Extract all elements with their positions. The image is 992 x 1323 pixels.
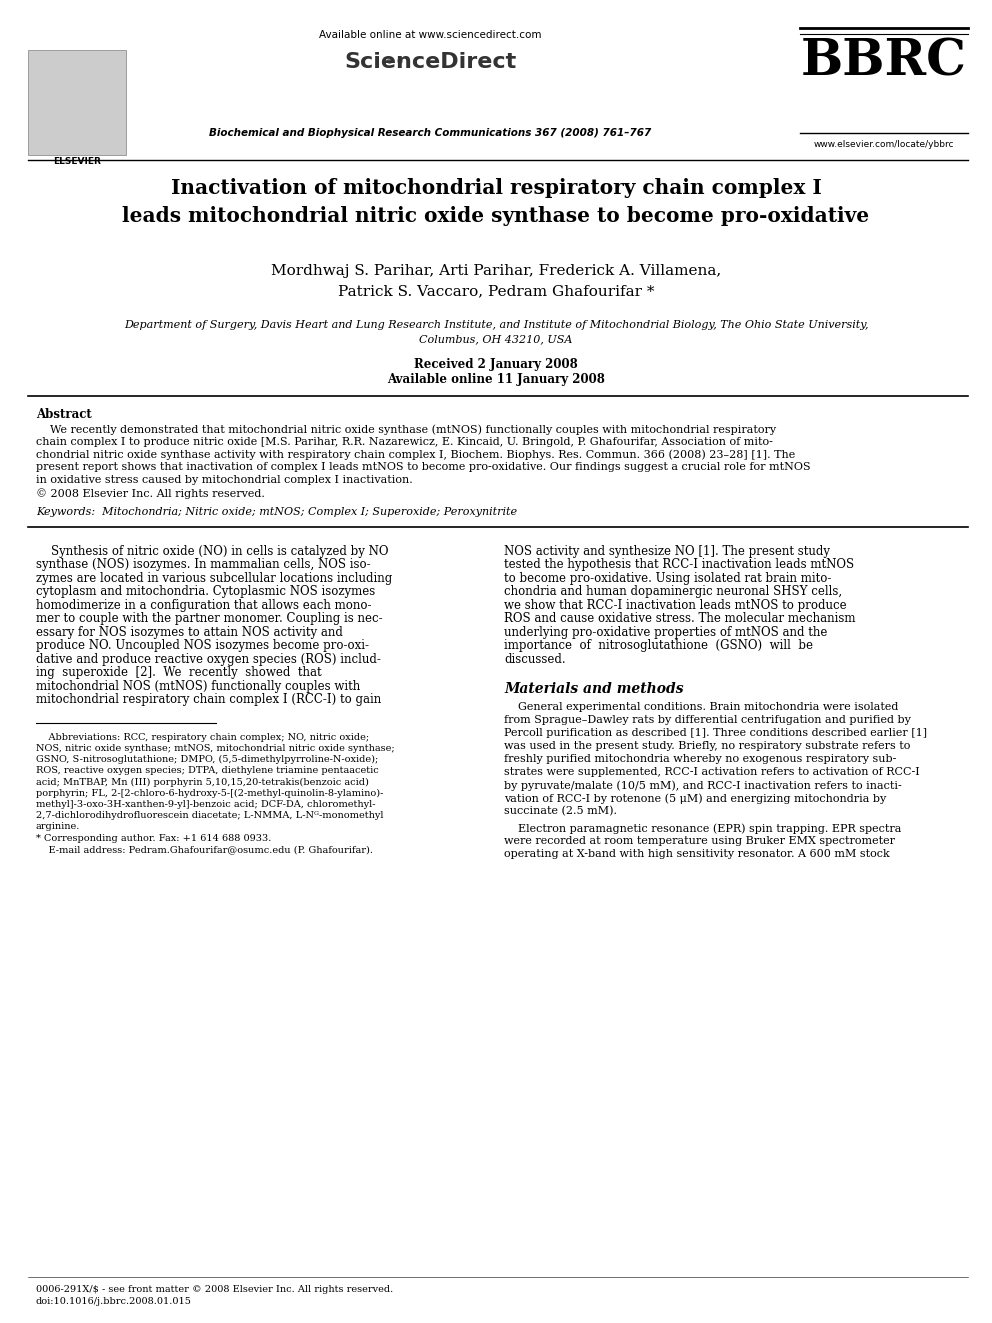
Text: Keywords:  Mitochondria; Nitric oxide; mtNOS; Complex I; Superoxide; Peroxynitri: Keywords: Mitochondria; Nitric oxide; mt… (36, 507, 517, 517)
Text: Synthesis of nitric oxide (NO) in cells is catalyzed by NO: Synthesis of nitric oxide (NO) in cells … (36, 545, 389, 558)
Text: synthase (NOS) isozymes. In mammalian cells, NOS iso-: synthase (NOS) isozymes. In mammalian ce… (36, 558, 371, 572)
Text: mer to couple with the partner monomer. Coupling is nec-: mer to couple with the partner monomer. … (36, 613, 383, 626)
Text: to become pro-oxidative. Using isolated rat brain mito-: to become pro-oxidative. Using isolated … (504, 572, 831, 585)
Text: Available online at www.sciencedirect.com: Available online at www.sciencedirect.co… (318, 30, 542, 40)
Text: Available online 11 January 2008: Available online 11 January 2008 (387, 373, 605, 386)
Text: Materials and methods: Materials and methods (504, 683, 683, 696)
Text: E-mail address: Pedram.Ghafourifar@osumc.edu (P. Ghafourifar).: E-mail address: Pedram.Ghafourifar@osumc… (36, 845, 373, 853)
Text: from Sprague–Dawley rats by differential centrifugation and purified by: from Sprague–Dawley rats by differential… (504, 716, 911, 725)
Text: We recently demonstrated that mitochondrial nitric oxide synthase (mtNOS) functi: We recently demonstrated that mitochondr… (36, 423, 776, 434)
Text: General experimental conditions. Brain mitochondria were isolated: General experimental conditions. Brain m… (504, 703, 899, 712)
Text: doi:10.1016/j.bbrc.2008.01.015: doi:10.1016/j.bbrc.2008.01.015 (36, 1297, 191, 1306)
Text: produce NO. Uncoupled NOS isozymes become pro-oxi-: produce NO. Uncoupled NOS isozymes becom… (36, 639, 369, 652)
Text: www.elsevier.com/locate/ybbrc: www.elsevier.com/locate/ybbrc (813, 140, 954, 149)
Text: porphyrin; FL, 2-[2-chloro-6-hydroxy-5-[(2-methyl-quinolin-8-ylamino)-: porphyrin; FL, 2-[2-chloro-6-hydroxy-5-[… (36, 789, 383, 798)
Text: Biochemical and Biophysical Research Communications 367 (2008) 761–767: Biochemical and Biophysical Research Com… (209, 128, 651, 138)
Text: in oxidative stress caused by mitochondrial complex I inactivation.: in oxidative stress caused by mitochondr… (36, 475, 413, 486)
Text: present report shows that inactivation of complex I leads mtNOS to become pro-ox: present report shows that inactivation o… (36, 463, 810, 472)
Text: GSNO, S-nitrosoglutathione; DMPO, (5,5-dimethylpyrroline-N-oxide);: GSNO, S-nitrosoglutathione; DMPO, (5,5-d… (36, 755, 378, 765)
Text: arginine.: arginine. (36, 823, 80, 831)
Text: by pyruvate/malate (10/5 mM), and RCC-I inactivation refers to inacti-: by pyruvate/malate (10/5 mM), and RCC-I … (504, 781, 902, 791)
Text: ing  superoxide  [2].  We  recently  showed  that: ing superoxide [2]. We recently showed t… (36, 667, 321, 679)
Text: chondrial nitric oxide synthase activity with respiratory chain complex I, Bioch: chondrial nitric oxide synthase activity… (36, 450, 796, 460)
Bar (28, 50, 126, 155)
Text: was used in the present study. Briefly, no respiratory substrate refers to: was used in the present study. Briefly, … (504, 741, 911, 751)
Text: Abstract: Abstract (36, 407, 91, 421)
Text: Mordhwaj S. Parihar, Arti Parihar, Frederick A. Villamena,
Patrick S. Vaccaro, P: Mordhwaj S. Parihar, Arti Parihar, Frede… (271, 265, 721, 299)
Text: strates were supplemented, RCC-I activation refers to activation of RCC-I: strates were supplemented, RCC-I activat… (504, 767, 920, 778)
Text: NOS, nitric oxide synthase; mtNOS, mitochondrial nitric oxide synthase;: NOS, nitric oxide synthase; mtNOS, mitoc… (36, 744, 395, 753)
Text: Electron paramagnetic resonance (EPR) spin trapping. EPR spectra: Electron paramagnetic resonance (EPR) sp… (504, 823, 902, 833)
Text: ••: •• (384, 53, 407, 71)
Text: 2,7-dichlorodihydrofluorescein diacetate; L-NMMA, L-Nᴳ-monomethyl: 2,7-dichlorodihydrofluorescein diacetate… (36, 811, 384, 820)
Text: operating at X-band with high sensitivity resonator. A 600 mM stock: operating at X-band with high sensitivit… (504, 849, 890, 860)
Text: chondria and human dopaminergic neuronal SHSY cells,: chondria and human dopaminergic neuronal… (504, 585, 842, 598)
Text: dative and produce reactive oxygen species (ROS) includ-: dative and produce reactive oxygen speci… (36, 652, 381, 665)
Text: © 2008 Elsevier Inc. All rights reserved.: © 2008 Elsevier Inc. All rights reserved… (36, 488, 265, 499)
Text: zymes are located in various subcellular locations including: zymes are located in various subcellular… (36, 572, 392, 585)
Text: methyl]-3-oxo-3H-xanthen-9-yl]-benzoic acid; DCF-DA, chloromethyl-: methyl]-3-oxo-3H-xanthen-9-yl]-benzoic a… (36, 800, 376, 808)
Text: ELSEVIER: ELSEVIER (53, 157, 101, 165)
Text: ROS and cause oxidative stress. The molecular mechanism: ROS and cause oxidative stress. The mole… (504, 613, 855, 626)
Text: NOS activity and synthesize NO [1]. The present study: NOS activity and synthesize NO [1]. The … (504, 545, 830, 558)
Text: acid; MnTBAP, Mn (III) porphyrin 5,10,15,20-tetrakis(benzoic acid): acid; MnTBAP, Mn (III) porphyrin 5,10,15… (36, 778, 369, 787)
Text: Inactivation of mitochondrial respiratory chain complex I
leads mitochondrial ni: Inactivation of mitochondrial respirator… (122, 179, 870, 226)
Text: underlying pro-oxidative properties of mtNOS and the: underlying pro-oxidative properties of m… (504, 626, 827, 639)
Text: essary for NOS isozymes to attain NOS activity and: essary for NOS isozymes to attain NOS ac… (36, 626, 343, 639)
Text: tested the hypothesis that RCC-I inactivation leads mtNOS: tested the hypothesis that RCC-I inactiv… (504, 558, 854, 572)
Text: ScienceDirect: ScienceDirect (344, 52, 516, 71)
Text: mitochondrial respiratory chain complex I (RCC-I) to gain: mitochondrial respiratory chain complex … (36, 693, 381, 706)
Text: Department of Surgery, Davis Heart and Lung Research Institute, and Institute of: Department of Surgery, Davis Heart and L… (124, 320, 868, 329)
Text: succinate (2.5 mM).: succinate (2.5 mM). (504, 806, 617, 816)
Text: 0006-291X/$ - see front matter © 2008 Elsevier Inc. All rights reserved.: 0006-291X/$ - see front matter © 2008 El… (36, 1285, 393, 1294)
Text: cytoplasm and mitochondria. Cytoplasmic NOS isozymes: cytoplasm and mitochondria. Cytoplasmic … (36, 585, 375, 598)
Text: homodimerize in a configuration that allows each mono-: homodimerize in a configuration that all… (36, 599, 371, 611)
Text: Received 2 January 2008: Received 2 January 2008 (414, 359, 578, 370)
Text: vation of RCC-I by rotenone (5 μM) and energizing mitochondria by: vation of RCC-I by rotenone (5 μM) and e… (504, 794, 886, 804)
Text: we show that RCC-I inactivation leads mtNOS to produce: we show that RCC-I inactivation leads mt… (504, 599, 846, 611)
Text: mitochondrial NOS (mtNOS) functionally couples with: mitochondrial NOS (mtNOS) functionally c… (36, 680, 360, 693)
Text: were recorded at room temperature using Bruker EMX spectrometer: were recorded at room temperature using … (504, 836, 895, 847)
Text: discussed.: discussed. (504, 652, 565, 665)
Text: Percoll purification as described [1]. Three conditions described earlier [1]: Percoll purification as described [1]. T… (504, 728, 928, 738)
Text: freshly purified mitochondria whereby no exogenous respiratory sub-: freshly purified mitochondria whereby no… (504, 754, 897, 765)
Text: Abbreviations: RCC, respiratory chain complex; NO, nitric oxide;: Abbreviations: RCC, respiratory chain co… (36, 733, 369, 742)
Text: BBRC: BBRC (801, 38, 967, 87)
Text: chain complex I to produce nitric oxide [M.S. Parihar, R.R. Nazarewicz, E. Kinca: chain complex I to produce nitric oxide … (36, 437, 773, 447)
Text: * Corresponding author. Fax: +1 614 688 0933.: * Corresponding author. Fax: +1 614 688 … (36, 833, 272, 843)
Text: importance  of  nitrosoglutathione  (GSNO)  will  be: importance of nitrosoglutathione (GSNO) … (504, 639, 813, 652)
Text: Columbus, OH 43210, USA: Columbus, OH 43210, USA (420, 333, 572, 344)
Text: ROS, reactive oxygen species; DTPA, diethylene triamine pentaacetic: ROS, reactive oxygen species; DTPA, diet… (36, 766, 379, 775)
